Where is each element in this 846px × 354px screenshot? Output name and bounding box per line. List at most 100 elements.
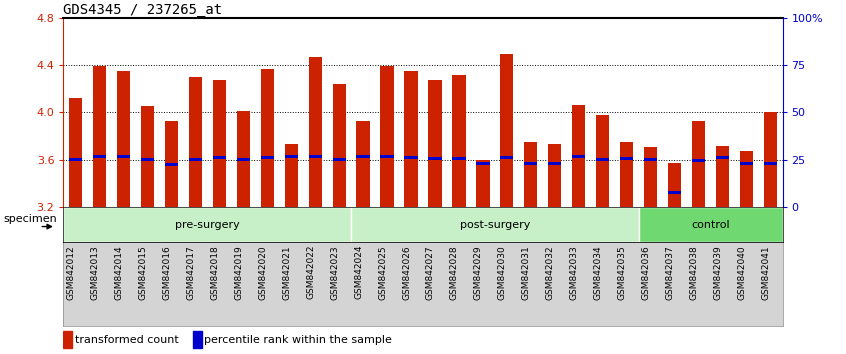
- Text: GSM842023: GSM842023: [330, 245, 339, 299]
- Bar: [165, 163, 178, 166]
- Bar: [69, 98, 82, 207]
- Bar: [644, 147, 657, 207]
- Bar: [740, 162, 753, 165]
- Bar: [237, 111, 250, 207]
- Text: percentile rank within the sample: percentile rank within the sample: [205, 335, 393, 345]
- Text: GSM842015: GSM842015: [139, 245, 147, 300]
- Bar: [309, 155, 321, 158]
- Text: GSM842025: GSM842025: [378, 245, 387, 299]
- Bar: [644, 158, 657, 161]
- Bar: [140, 158, 154, 161]
- Bar: [692, 159, 706, 162]
- Bar: [63, 207, 351, 242]
- Bar: [309, 57, 321, 207]
- Bar: [500, 156, 514, 159]
- Bar: [428, 157, 442, 160]
- Text: GSM842022: GSM842022: [306, 245, 315, 299]
- Bar: [639, 207, 783, 242]
- Text: GSM842039: GSM842039: [714, 245, 722, 300]
- Bar: [117, 71, 130, 207]
- Bar: [548, 162, 562, 165]
- Bar: [284, 144, 298, 207]
- Bar: [69, 158, 82, 161]
- Bar: [596, 158, 609, 161]
- Bar: [596, 115, 609, 207]
- Bar: [261, 69, 274, 207]
- Bar: [525, 162, 537, 165]
- Bar: [351, 207, 639, 242]
- Text: GDS4345 / 237265_at: GDS4345 / 237265_at: [63, 3, 222, 17]
- Bar: [716, 145, 729, 207]
- Bar: [525, 142, 537, 207]
- Bar: [93, 155, 106, 158]
- Bar: [332, 158, 346, 161]
- Bar: [356, 121, 370, 207]
- Bar: [453, 157, 465, 160]
- Text: GSM842014: GSM842014: [114, 245, 124, 299]
- Text: GSM842029: GSM842029: [474, 245, 483, 299]
- Bar: [237, 158, 250, 161]
- Bar: [193, 331, 201, 348]
- Bar: [356, 155, 370, 158]
- Bar: [668, 192, 681, 194]
- Text: GSM842031: GSM842031: [522, 245, 531, 300]
- Bar: [620, 157, 634, 160]
- Bar: [63, 331, 72, 348]
- Bar: [381, 66, 393, 207]
- Text: GSM842035: GSM842035: [618, 245, 627, 300]
- Bar: [428, 80, 442, 207]
- Bar: [764, 113, 777, 207]
- Bar: [716, 156, 729, 159]
- Text: GSM842034: GSM842034: [594, 245, 602, 299]
- Bar: [261, 156, 274, 159]
- Bar: [476, 160, 490, 207]
- Bar: [764, 162, 777, 165]
- Bar: [332, 84, 346, 207]
- Text: GSM842018: GSM842018: [211, 245, 219, 300]
- Text: post-surgery: post-surgery: [459, 220, 530, 230]
- Bar: [453, 74, 465, 207]
- Bar: [117, 155, 130, 158]
- Bar: [165, 121, 178, 207]
- Bar: [500, 55, 514, 207]
- Bar: [93, 66, 106, 207]
- Text: GSM842038: GSM842038: [689, 245, 699, 300]
- Bar: [404, 156, 418, 159]
- Bar: [740, 152, 753, 207]
- Bar: [404, 71, 418, 207]
- Bar: [476, 162, 490, 165]
- Bar: [189, 158, 202, 161]
- Text: GSM842040: GSM842040: [738, 245, 747, 299]
- Text: GSM842037: GSM842037: [666, 245, 675, 300]
- Text: GSM842036: GSM842036: [642, 245, 651, 300]
- Text: GSM842013: GSM842013: [91, 245, 99, 300]
- Text: control: control: [691, 220, 730, 230]
- Text: GSM842026: GSM842026: [402, 245, 411, 299]
- Text: GSM842016: GSM842016: [162, 245, 171, 300]
- Text: GSM842012: GSM842012: [67, 245, 75, 299]
- Text: GSM842024: GSM842024: [354, 245, 363, 299]
- Text: pre-surgery: pre-surgery: [175, 220, 239, 230]
- Bar: [668, 163, 681, 207]
- Bar: [572, 155, 585, 158]
- Text: GSM842020: GSM842020: [258, 245, 267, 299]
- Bar: [212, 156, 226, 159]
- Bar: [620, 142, 634, 207]
- Text: GSM842033: GSM842033: [570, 245, 579, 300]
- Text: GSM842030: GSM842030: [498, 245, 507, 300]
- Text: GSM842019: GSM842019: [234, 245, 244, 300]
- Text: GSM842041: GSM842041: [761, 245, 771, 299]
- Bar: [189, 77, 202, 207]
- Bar: [140, 107, 154, 207]
- Text: GSM842027: GSM842027: [426, 245, 435, 299]
- Text: transformed count: transformed count: [75, 335, 179, 345]
- Text: GSM842017: GSM842017: [186, 245, 195, 300]
- Text: specimen: specimen: [3, 215, 57, 224]
- Text: GSM842032: GSM842032: [546, 245, 555, 299]
- Bar: [381, 155, 393, 158]
- Bar: [692, 121, 706, 207]
- Bar: [284, 155, 298, 158]
- Bar: [548, 144, 562, 207]
- Bar: [212, 80, 226, 207]
- Text: GSM842021: GSM842021: [283, 245, 291, 299]
